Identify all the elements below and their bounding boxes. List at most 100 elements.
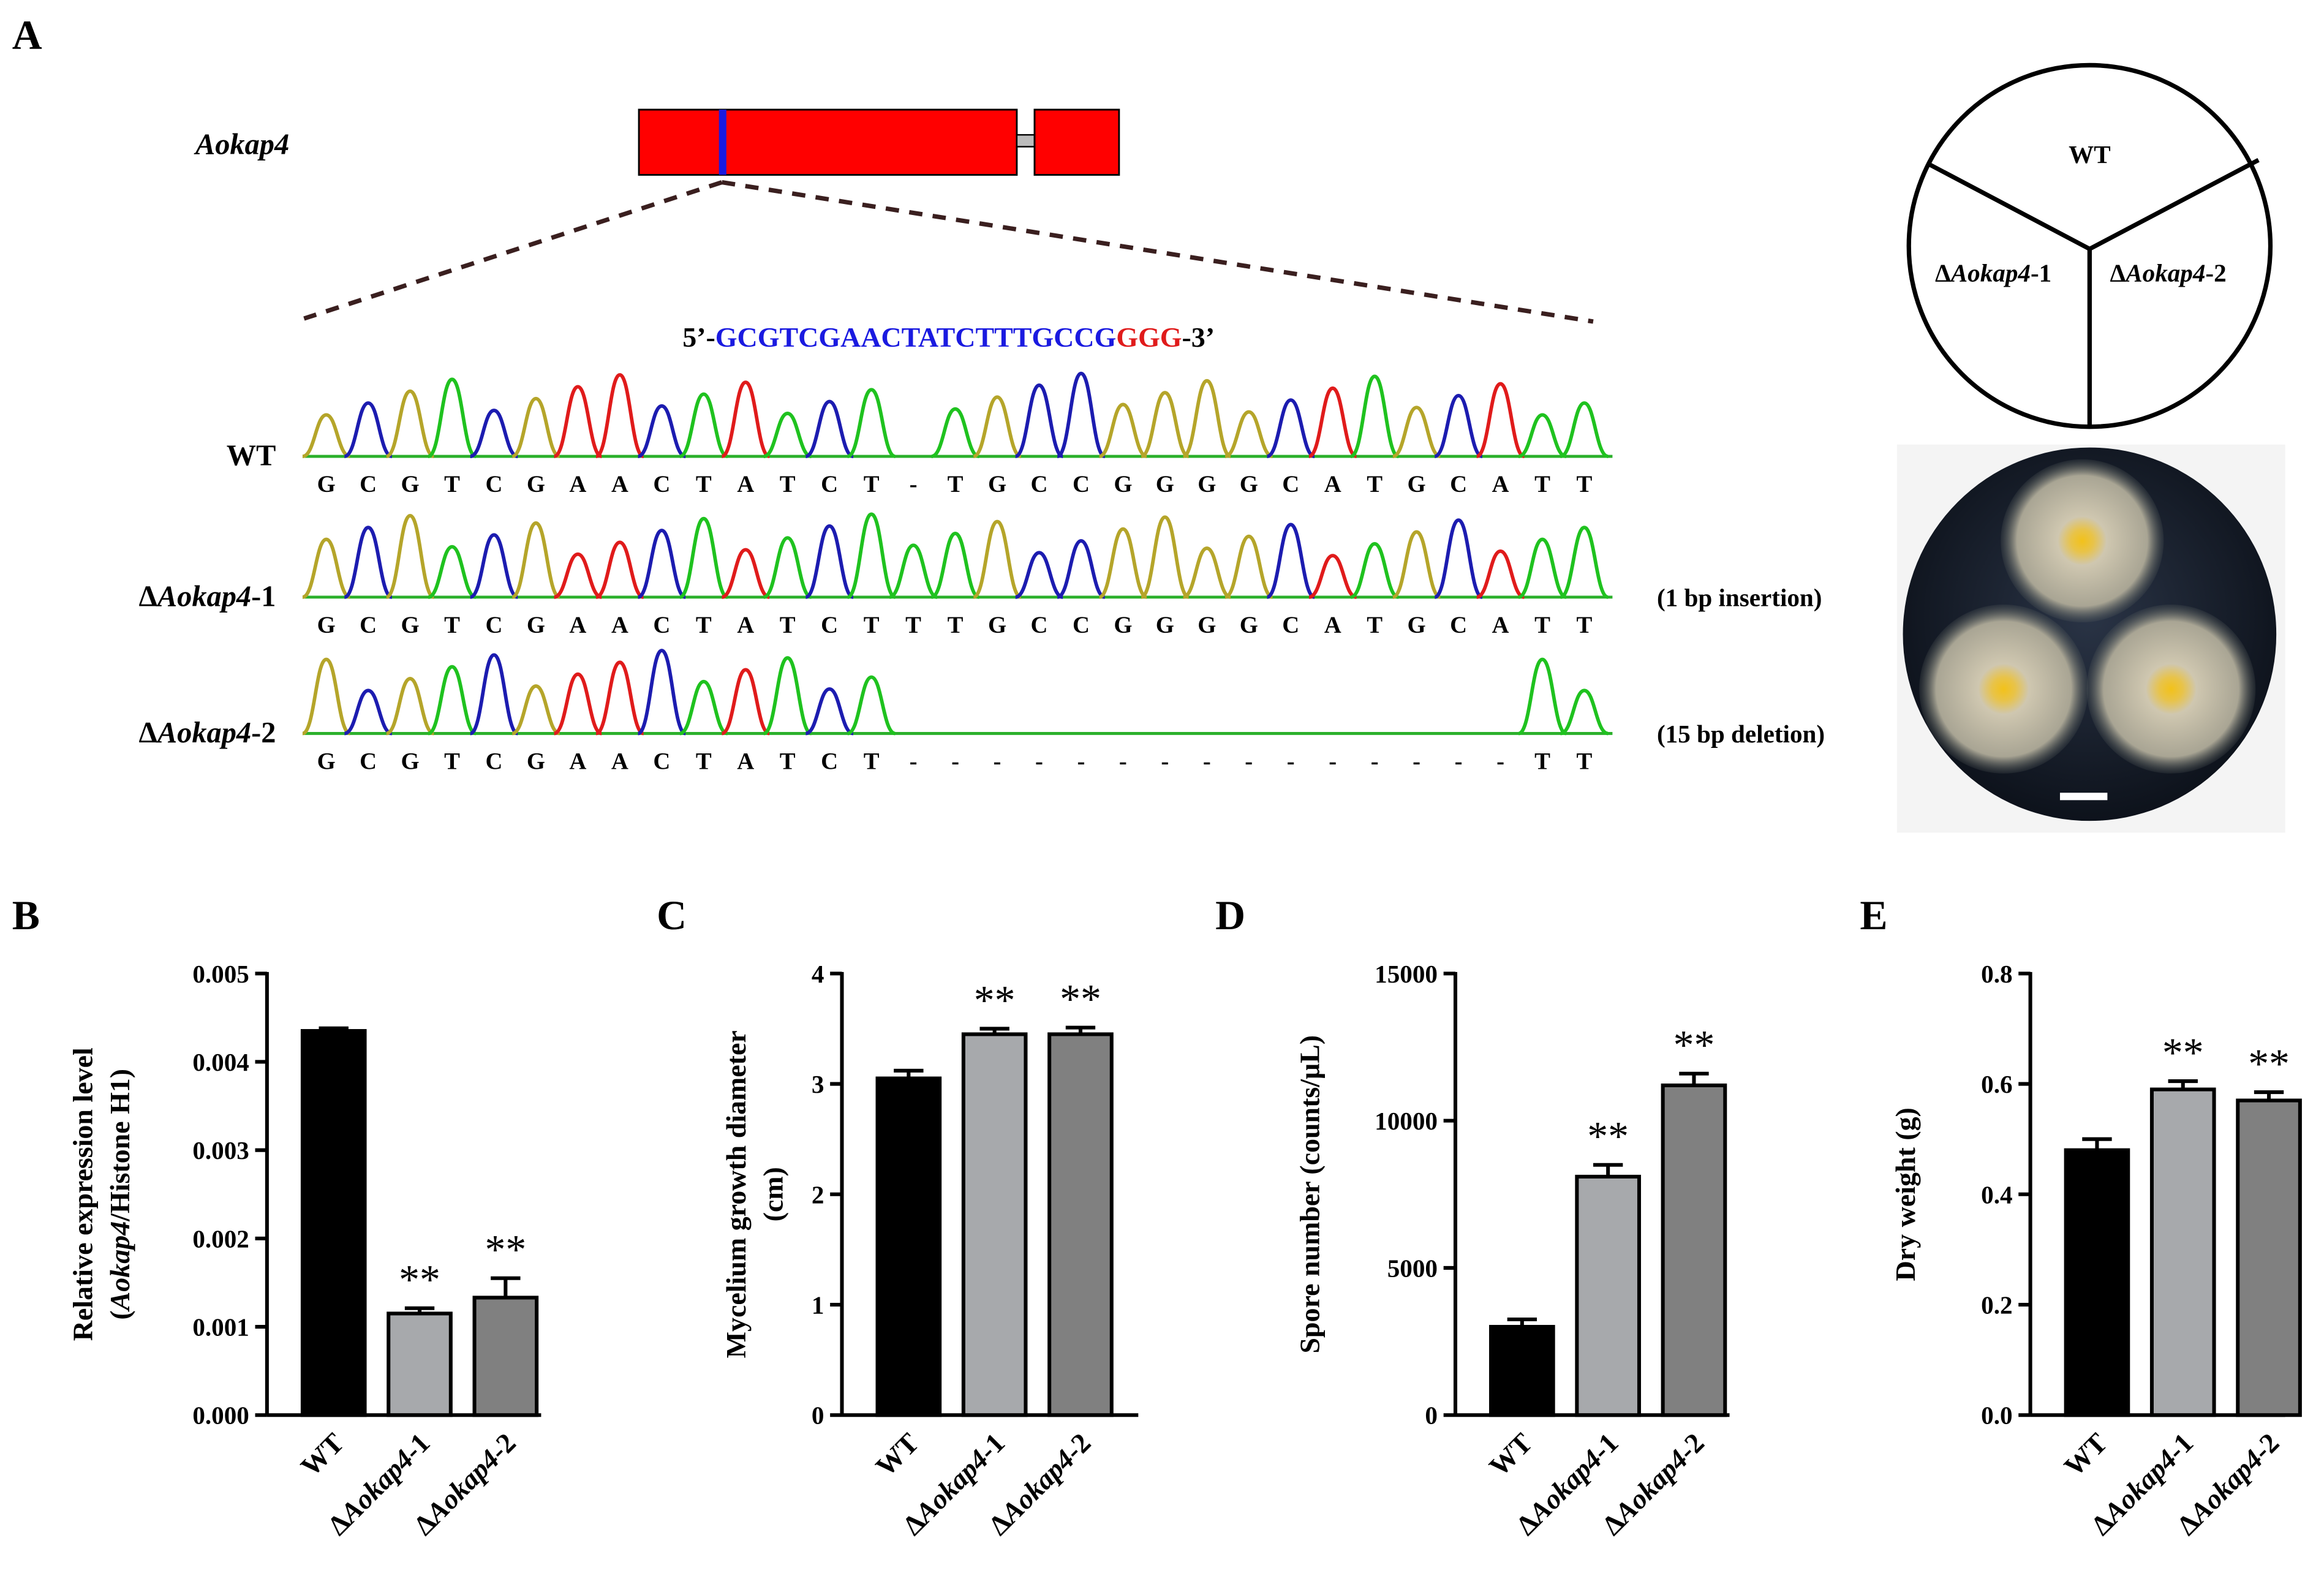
chromatogram-peak	[930, 531, 980, 599]
target-site	[719, 110, 726, 175]
bar	[1661, 1083, 1727, 1417]
chromatogram-peak	[1560, 401, 1609, 458]
y-tick-label: 0.000	[192, 1401, 249, 1430]
error-bar	[1679, 1071, 1709, 1085]
bar	[472, 1295, 539, 1417]
zoom-line	[303, 180, 723, 321]
chromatogram-peak	[973, 395, 1022, 458]
chromatogram-peak	[637, 529, 687, 599]
error-bar	[319, 1026, 349, 1031]
x-tick-label: WT	[295, 1427, 350, 1482]
chromatogram-peak	[721, 548, 770, 599]
y-tick-label: 2	[812, 1180, 824, 1209]
significance: **	[399, 1257, 440, 1303]
error-bar	[2254, 1090, 2284, 1101]
chromatogram-peak	[679, 392, 728, 458]
y-tick-label: 3	[812, 1070, 824, 1098]
error-bar	[1065, 1025, 1096, 1035]
chromatogram-peak	[1434, 518, 1484, 599]
chromatogram-peak	[637, 649, 687, 736]
scale-bar	[2059, 793, 2108, 801]
chromatogram-peak	[1266, 522, 1316, 599]
x-tick-label: WT	[870, 1427, 925, 1482]
guide-segment: GCGTCGAACTATCTTTGCCG	[715, 322, 1116, 353]
chromatogram-peak	[553, 672, 603, 736]
x-tick-label: WT	[1483, 1427, 1538, 1482]
error-bar	[1593, 1163, 1623, 1177]
error-bar	[979, 1027, 1009, 1035]
y-tick-label: 0.001	[192, 1313, 249, 1341]
chromatogram-peak	[1560, 688, 1609, 736]
chromatogram-peak	[1308, 554, 1357, 599]
plate-label: ΔAokap4-2	[2110, 259, 2226, 287]
bar	[1575, 1174, 1641, 1417]
base-calls: TT	[1534, 749, 1592, 775]
chromatogram-peak	[1434, 393, 1483, 458]
y-tick-label: 0.004	[192, 1048, 249, 1076]
bar	[2064, 1148, 2130, 1417]
chromatogram-peak	[889, 543, 938, 599]
exon	[638, 108, 1018, 176]
bar	[2149, 1087, 2216, 1417]
chromatogram-peak	[1056, 371, 1106, 458]
guide-segment: -3’	[1182, 322, 1215, 353]
chromatogram-peak	[469, 409, 519, 458]
base-calls: GCGTCGAACTATCT	[317, 472, 880, 497]
chromatogram-peak	[679, 679, 728, 736]
chromatogram-peak	[595, 660, 644, 736]
chromatogram-peak	[1098, 402, 1148, 458]
error-bar	[894, 1068, 924, 1079]
y-tick-label: 0	[1425, 1401, 1438, 1430]
chromatogram-peak	[763, 656, 812, 736]
base-calls: -	[910, 472, 918, 497]
chromatogram-peak	[1140, 391, 1190, 458]
chromatogram-peak	[763, 412, 812, 458]
row-label: ΔAokap4-1	[139, 580, 276, 613]
y-tick-label: 4	[812, 960, 824, 988]
chromatogram-peak	[679, 516, 728, 599]
base-calls: GGG	[1156, 472, 1258, 497]
chromatogram-peak	[1518, 413, 1567, 458]
bar	[1047, 1032, 1114, 1417]
chromatogram-peak	[553, 552, 602, 599]
chromatogram-peak	[344, 401, 393, 458]
guide-sequence: 5’-GCGTCGAACTATCTTTGCCGGGG-3’	[682, 322, 1215, 353]
chromatogram-peak	[511, 521, 560, 599]
chromatogram-peak	[847, 512, 896, 599]
base-calls: ---------------	[910, 749, 1504, 775]
error-bar	[491, 1276, 521, 1298]
chromatogram-peak	[1014, 383, 1064, 458]
chromatogram-peak	[1350, 374, 1400, 458]
colony	[1919, 604, 2088, 774]
chromatogram-peak	[469, 653, 519, 736]
bar	[387, 1311, 453, 1417]
y-axis-label: Mycelium growth diameter	[720, 1030, 752, 1358]
panel-label: B	[12, 892, 40, 938]
significance: **	[974, 977, 1016, 1023]
y-tick-label: 0.005	[192, 960, 249, 988]
significance: **	[1060, 976, 1101, 1022]
base-calls: GCGTCGAACTATCT	[317, 749, 880, 775]
chromatogram-peak	[973, 519, 1022, 599]
base-calls: TGCCG	[948, 613, 1133, 638]
y-axis-label: Relative expression level	[67, 1047, 98, 1341]
panel-label: E	[1860, 892, 1887, 938]
chromatogram-peak	[469, 533, 519, 599]
chromatogram-peak	[553, 385, 603, 458]
chromatogram-peak	[385, 389, 435, 458]
chromatogram-peak	[1392, 530, 1441, 599]
row-note: (1 bp insertion)	[1657, 583, 1822, 612]
colony	[2086, 604, 2256, 774]
y-axis-label: Dry weight (g)	[1890, 1107, 1921, 1281]
chromatogram-peak	[595, 540, 644, 599]
zoom-line	[721, 179, 1594, 324]
chromatogram-peak	[1182, 379, 1232, 458]
chromatogram-peak	[344, 526, 393, 599]
chromatogram-peak	[385, 677, 435, 736]
bar	[300, 1029, 367, 1417]
chromatogram-peak	[1476, 549, 1525, 599]
divider	[2088, 158, 2260, 251]
intron	[1016, 134, 1036, 148]
gene-name: Aokap4	[194, 129, 289, 161]
significance: **	[1673, 1022, 1715, 1068]
